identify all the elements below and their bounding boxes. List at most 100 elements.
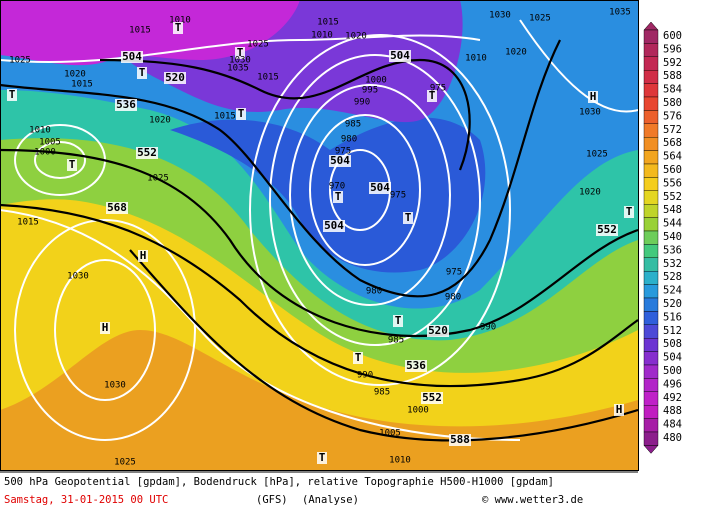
legend-label: 508 — [663, 338, 682, 350]
legend-swatch — [643, 190, 659, 205]
legend-swatch — [643, 43, 659, 58]
map-symbol: T — [319, 451, 326, 464]
isobar-label: 975 — [335, 147, 351, 157]
legend-swatch — [643, 405, 659, 419]
isobar-label: 1025 — [586, 150, 608, 160]
map-labels: 1010 1015 T 504 T 520 1025 1020 1015 T 536 1020 1010… — [7, 8, 634, 468]
isobar-label: 1020 — [149, 116, 171, 126]
map-symbol: 504 — [370, 181, 390, 194]
legend-swatch — [643, 150, 659, 165]
legend-arrow-bottom — [643, 445, 659, 454]
label-box — [138, 250, 148, 262]
legend-label: 548 — [663, 204, 682, 216]
isobar-label: 1010 — [389, 456, 411, 466]
isobar-label: 1015 — [257, 73, 279, 83]
label-box — [67, 159, 77, 171]
label-box — [317, 452, 327, 464]
legend-swatch — [643, 284, 659, 299]
isobar-label: 1030 — [229, 56, 251, 66]
map-symbol: 568 — [107, 201, 127, 214]
map-symbol: 504 — [324, 219, 344, 232]
isobar-label: 1000 — [365, 76, 387, 86]
isobar-label: 975 — [390, 191, 406, 201]
label-box — [393, 315, 403, 327]
legend-swatch — [643, 378, 659, 392]
map-frame — [0, 0, 639, 471]
map-symbol: T — [237, 46, 244, 59]
isobar-label: 1025 — [147, 174, 169, 184]
field-magenta — [0, 0, 300, 66]
isobar-label: 1010 — [169, 16, 191, 26]
map-symbol: T — [405, 211, 412, 224]
label-box — [403, 212, 413, 224]
isobar-label: 1010 — [29, 126, 51, 136]
legend-label: 588 — [663, 70, 682, 82]
legend-swatch — [643, 297, 659, 312]
map-symbol: H — [102, 321, 109, 334]
legend-label: 480 — [663, 432, 682, 444]
isobar-label: 985 — [345, 120, 361, 130]
legend-label: 528 — [663, 271, 682, 283]
legend-label: 568 — [663, 137, 682, 149]
isobar-label: 990 — [354, 98, 370, 108]
isobar-label: 980 — [366, 287, 382, 297]
label-box — [235, 47, 245, 59]
isobar-label: 1020 — [64, 70, 86, 80]
label-box — [164, 72, 186, 84]
map-symbol: H — [140, 249, 147, 262]
legend-swatch — [643, 257, 659, 272]
legend-swatch — [643, 83, 659, 98]
isobar-label: 1015 — [17, 218, 39, 228]
legend-label: 572 — [663, 124, 682, 136]
isobar-label: 985 — [374, 388, 390, 398]
isobar-label: 1030 — [489, 11, 511, 21]
label-box — [369, 182, 391, 194]
isobar-label: 1030 — [67, 272, 89, 282]
legend-label: 560 — [663, 164, 682, 176]
legend-swatch — [643, 69, 659, 84]
legend-label: 504 — [663, 352, 682, 364]
isobar-label: 1010 — [311, 31, 333, 41]
legend-label: 600 — [663, 30, 682, 42]
legend-swatch — [643, 391, 659, 406]
footer-description: 500 hPa Geopotential [gpdam], Bodendruck… — [4, 476, 554, 488]
label-box — [236, 108, 246, 120]
legend-swatch — [643, 203, 659, 218]
isobar-label: 1020 — [579, 188, 601, 198]
map-symbol: 520 — [428, 324, 448, 337]
isobar-label: 975 — [446, 268, 462, 278]
legend-swatch — [643, 136, 659, 151]
label-box — [389, 50, 411, 62]
map-symbol: T — [355, 351, 362, 364]
legend-label: 556 — [663, 177, 682, 189]
label-box — [421, 392, 443, 404]
label-box — [427, 325, 449, 337]
legend-label: 584 — [663, 84, 682, 96]
map-symbol: T — [9, 88, 16, 101]
label-box — [405, 360, 427, 372]
isobar-label: 975 — [430, 84, 446, 94]
legend-label: 512 — [663, 325, 682, 337]
footer-date: Samstag, 31-01-2015 00 UTC — [4, 494, 168, 506]
legend-swatch — [643, 418, 659, 433]
legend-swatch — [643, 56, 659, 71]
legend-label: 540 — [663, 231, 682, 243]
isobar-label: 1000 — [34, 148, 56, 158]
label-box — [323, 220, 345, 232]
legend-label: 524 — [663, 285, 682, 297]
map-symbol: 504 — [330, 154, 350, 167]
label-box — [449, 434, 471, 446]
isobar-label: 995 — [362, 86, 378, 96]
map-symbol: T — [395, 314, 402, 327]
map-symbol: 536 — [116, 98, 136, 111]
legend-label: 516 — [663, 311, 682, 323]
map-symbol: 552 — [422, 391, 442, 404]
map-symbol: T — [238, 107, 245, 120]
legend-swatch — [643, 244, 659, 258]
isobars — [0, 19, 639, 441]
isobar-label: 1030 — [104, 381, 126, 391]
legend-swatch — [643, 96, 659, 111]
isobar-label: 990 — [357, 371, 373, 381]
label-box — [100, 322, 110, 334]
label-box — [614, 404, 624, 416]
